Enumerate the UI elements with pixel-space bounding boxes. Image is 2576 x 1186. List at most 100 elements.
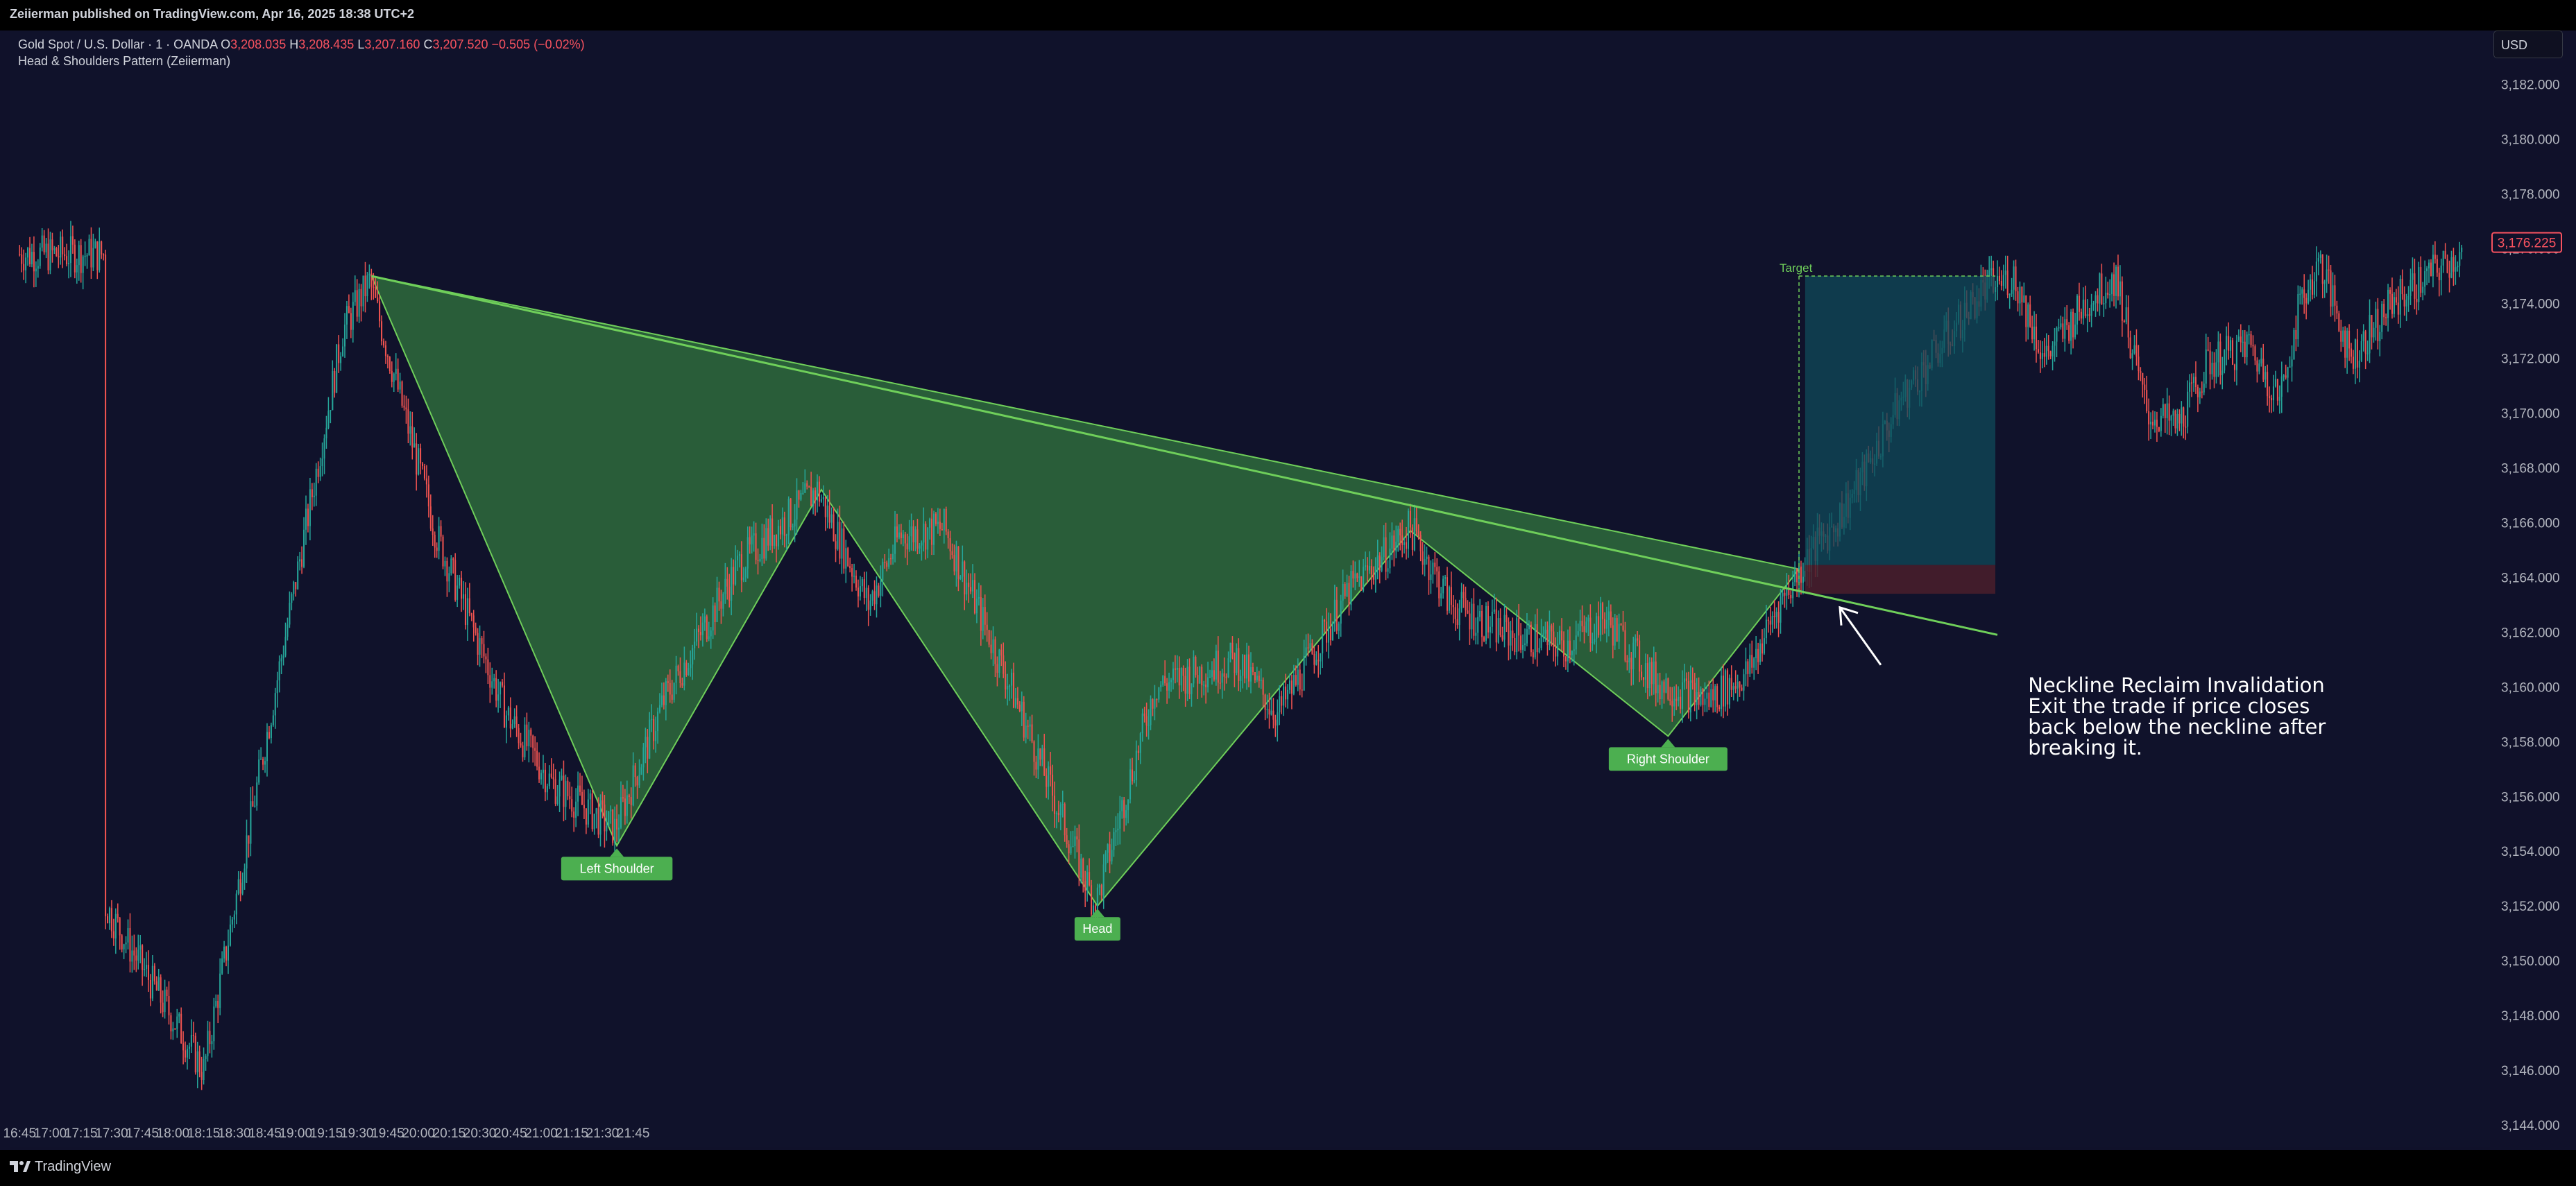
candle-body [211,1041,213,1045]
x-tick-label: 19:15 [310,1126,343,1141]
candle-body [1473,603,1475,636]
candle-body [567,780,569,797]
candle-body [397,368,399,390]
x-tick-label: 21:45 [617,1126,650,1141]
candle-body [610,809,612,811]
candle-body [1475,633,1477,636]
candle-body [1673,698,1675,707]
candle-body [1061,804,1064,805]
x-tick-label: 18:15 [187,1126,221,1141]
candle-body [436,547,438,551]
candle-body [853,576,855,577]
candle-body [1260,680,1262,681]
candle-body [391,371,393,382]
candle-body [943,508,945,531]
candle-body [49,239,51,270]
candle-body [910,526,912,537]
candle-body [88,239,90,256]
candle-body [1600,603,1602,635]
annotation-arrow [1839,606,1882,666]
candle-body [133,950,135,956]
candle-body [1326,621,1328,643]
candle-body [338,344,340,363]
candle-body [1417,531,1419,535]
candle-body [254,805,256,807]
low-label: L [357,37,365,51]
candle-body [358,289,360,317]
candle-body [1084,881,1086,891]
candle-body [602,800,604,805]
candle-body [1048,766,1050,787]
candle-body [1039,748,1041,760]
candle-body [2150,422,2152,424]
candle-body [894,526,896,554]
candle-body [759,559,761,561]
candle-body [599,800,602,835]
candle-body [673,682,675,700]
candle-body [382,341,385,346]
x-tick-label: 21:15 [555,1126,588,1141]
candle-body [444,560,446,567]
candle-body [685,662,688,676]
candle-body [2366,353,2369,354]
candle-body [1090,885,1093,915]
candle-body [69,236,71,264]
candle-body [1745,661,1747,675]
candle-body [142,945,144,970]
currency-button[interactable]: USD [2493,31,2563,58]
candle-body [1426,556,1428,560]
candle-body [1109,844,1111,861]
candle-body [41,235,43,248]
candle-body [1407,510,1410,549]
candle-body [2242,341,2244,343]
candle-body [2397,302,2399,315]
candle-body [2062,323,2064,339]
indicator-legend[interactable]: Head & Shoulders Pattern (Zeiierman) [18,54,231,68]
candle-body [701,622,703,635]
candle-body [2168,403,2170,421]
candle-body [579,785,581,792]
candle-body [808,486,810,488]
candle-body [1422,551,1424,565]
candle-body [718,587,720,602]
candle-body [1217,651,1219,683]
candle-body [2387,289,2389,318]
candle-body [282,655,284,659]
candle-body [1477,617,1479,633]
candle-body [2019,286,2021,304]
candle-body [129,928,131,962]
candle-body [699,632,701,635]
candle-body [1262,680,1264,695]
candle-body [1571,651,1573,655]
candle-body [452,558,454,560]
candle-body [1622,625,1624,630]
candle-body [377,297,379,302]
candle-body [2013,266,2015,290]
candle-body [1172,668,1174,680]
candle-body [305,508,307,530]
candle-body [1295,675,1297,685]
candle-body [1027,725,1029,727]
candle-body [994,639,996,664]
candle-body [2131,353,2133,359]
candle-body [1387,568,1389,572]
candle-body [1303,655,1305,691]
candle-body [2319,254,2321,258]
candle-body [31,252,33,265]
candle-body [2176,413,2178,429]
candle-body [375,287,377,298]
candle-body [595,808,597,814]
candle-body [427,484,429,507]
candle-body [1585,621,1587,632]
candle-body [992,639,994,653]
candle-body [1313,653,1315,665]
candle-body [861,579,863,587]
y-tick-label: 3,174.000 [2501,297,2560,311]
candle-body [2025,295,2027,327]
candle-body [434,535,436,548]
x-tick-label: 17:30 [95,1126,128,1141]
candle-body [1050,766,1052,775]
y-tick-label: 3,148.000 [2501,1009,2560,1024]
candle-body [845,548,847,569]
